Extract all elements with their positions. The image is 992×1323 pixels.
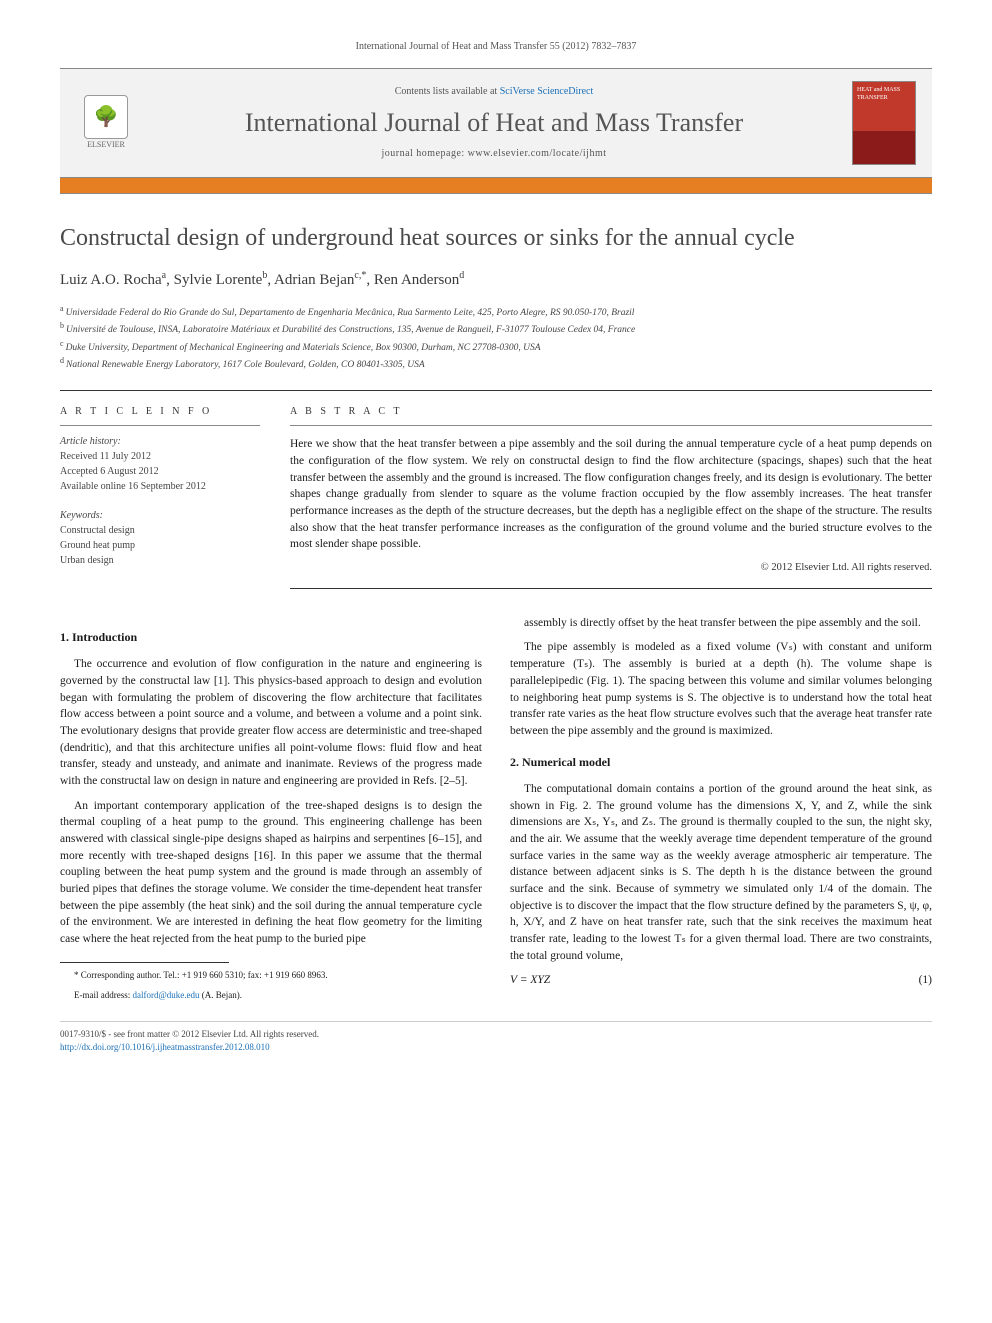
abstract-text: Here we show that the heat transfer betw…: [290, 436, 932, 553]
affiliations: aUniversidade Federal do Rio Grande do S…: [60, 303, 932, 373]
body-para: An important contemporary application of…: [60, 798, 482, 948]
sciencedirect-link[interactable]: SciVerse ScienceDirect: [500, 86, 594, 97]
history-label: Article history:: [60, 434, 260, 449]
copyright-line: © 2012 Elsevier Ltd. All rights reserved…: [290, 561, 932, 576]
issn-line: 0017-9310/$ - see front matter © 2012 El…: [60, 1028, 932, 1041]
equation-body: V = XYZ: [510, 972, 550, 989]
article-body: 1. Introduction The occurrence and evolu…: [60, 615, 932, 1004]
journal-header: 🌳 ELSEVIER Contents lists available at S…: [60, 68, 932, 178]
journal-cover-thumb: HEAT and MASS TRANSFER: [852, 81, 916, 165]
received-date: Received 11 July 2012: [60, 449, 260, 464]
equation-num: (1): [919, 972, 932, 989]
journal-homepage[interactable]: journal homepage: www.elsevier.com/locat…: [150, 147, 838, 161]
elsevier-tree-icon: 🌳: [84, 95, 128, 139]
journal-name: International Journal of Heat and Mass T…: [150, 105, 838, 141]
email-label: E-mail address:: [74, 990, 130, 1000]
keywords-label: Keywords:: [60, 508, 260, 523]
email-owner: (A. Bejan).: [202, 990, 242, 1000]
body-para: assembly is directly offset by the heat …: [510, 615, 932, 632]
section-1-head: 1. Introduction: [60, 629, 482, 646]
publisher-logo: 🌳 ELSEVIER: [76, 88, 136, 158]
email-link[interactable]: dalford@duke.edu: [132, 990, 199, 1000]
running-header: International Journal of Heat and Mass T…: [60, 40, 932, 54]
abstract: A B S T R A C T Here we show that the he…: [290, 405, 932, 588]
authors-list: Luiz A.O. Rochaa, Sylvie Lorenteb, Adria…: [60, 269, 932, 291]
body-para: The pipe assembly is modeled as a fixed …: [510, 639, 932, 739]
abstract-head: A B S T R A C T: [290, 405, 932, 426]
keywords: Constructal designGround heat pumpUrban …: [60, 523, 260, 568]
article-info: A R T I C L E I N F O Article history: R…: [60, 405, 260, 588]
section-2-head: 2. Numerical model: [510, 754, 932, 771]
article-info-head: A R T I C L E I N F O: [60, 405, 260, 426]
online-date: Available online 16 September 2012: [60, 479, 260, 494]
contents-line: Contents lists available at SciVerse Sci…: [150, 85, 838, 99]
publisher-name: ELSEVIER: [87, 139, 125, 150]
equation-1: V = XYZ (1): [510, 972, 932, 989]
article-title: Constructal design of underground heat s…: [60, 224, 932, 253]
corresponding-author: * Corresponding author. Tel.: +1 919 660…: [60, 969, 482, 982]
footer: 0017-9310/$ - see front matter © 2012 El…: [60, 1021, 932, 1053]
accent-bar: [60, 178, 932, 194]
body-para: The occurrence and evolution of flow con…: [60, 656, 482, 789]
body-para: The computational domain contains a port…: [510, 781, 932, 964]
accepted-date: Accepted 6 August 2012: [60, 464, 260, 479]
doi-link[interactable]: http://dx.doi.org/10.1016/j.ijheatmasstr…: [60, 1042, 270, 1052]
email-line: E-mail address: dalford@duke.edu (A. Bej…: [60, 989, 482, 1002]
contents-prefix: Contents lists available at: [395, 86, 500, 97]
